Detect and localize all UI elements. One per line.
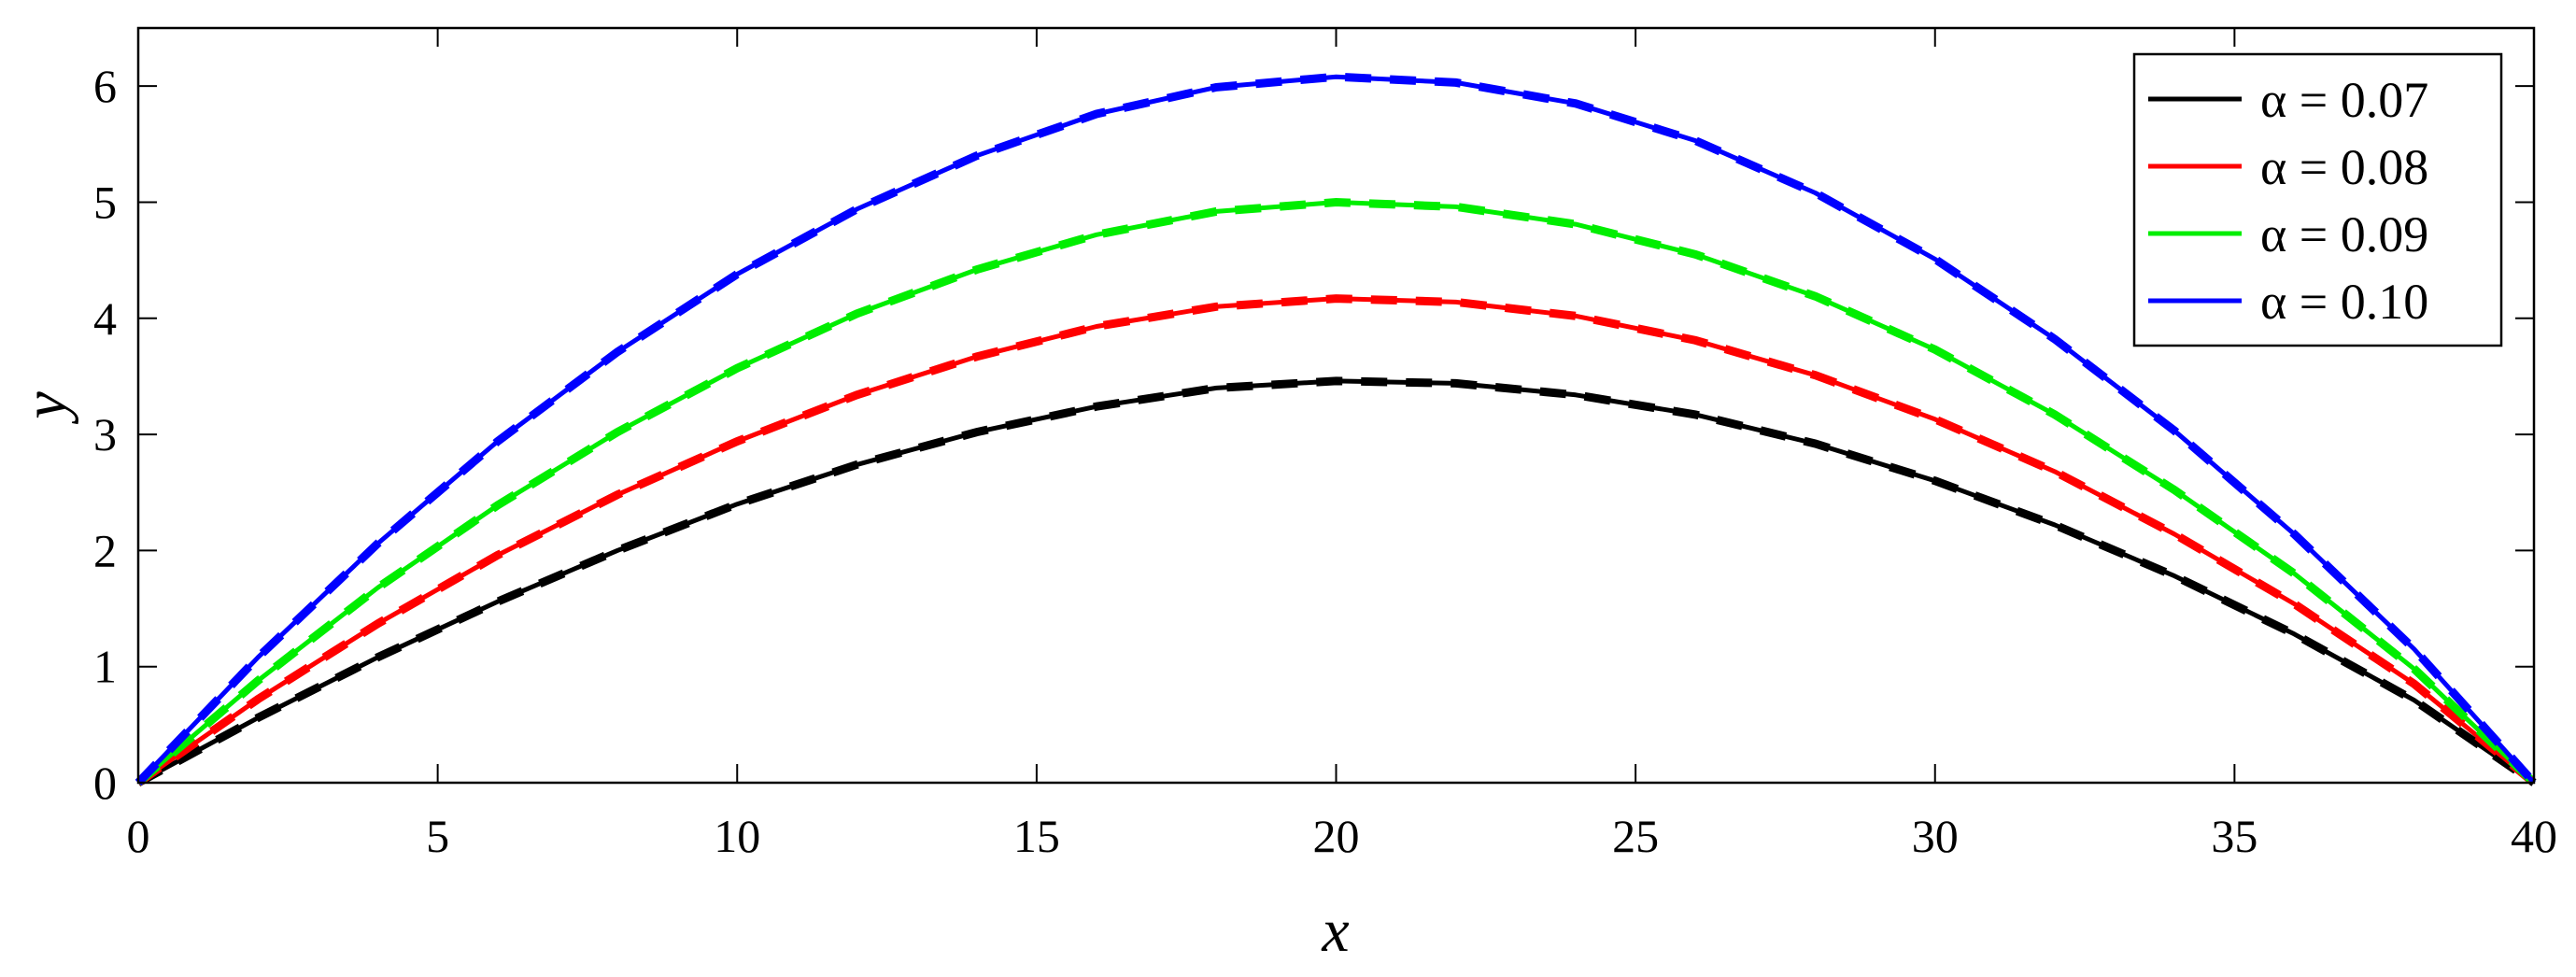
series-dashed-line-4 [134, 72, 2538, 786]
x-tick-label: 35 [2211, 810, 2258, 862]
legend-label-2: α = 0.08 [2260, 139, 2428, 195]
series-dashed-line-2 [135, 294, 2537, 786]
x-tick-label: 30 [1912, 810, 1959, 862]
x-axis-label: x [1321, 897, 1349, 965]
series-dashed-line-3 [135, 197, 2538, 786]
tick-labels: 0 5 10 15 20 25 30 35 40 0 1 2 3 4 5 6 [93, 60, 2557, 862]
plot-frame [136, 26, 2536, 785]
series-dashed-line-1 [135, 376, 2537, 786]
x-tick-label: 15 [1013, 810, 1060, 862]
x-tick-label: 5 [426, 810, 449, 862]
legend-label-1: α = 0.07 [2260, 72, 2428, 128]
y-tick-label: 2 [93, 524, 117, 576]
legend-label-4: α = 0.10 [2260, 274, 2428, 330]
legend-box [2132, 52, 2503, 347]
y-tick-label: 4 [93, 292, 117, 345]
x-tick-label: 40 [2511, 810, 2557, 862]
x-tick-label: 20 [1313, 810, 1360, 862]
x-tick-label: 0 [127, 810, 150, 862]
legend-label-3: α = 0.09 [2260, 206, 2428, 262]
x-tick-label: 10 [714, 810, 760, 862]
y-tick-label: 5 [93, 176, 117, 228]
y-tick-label: 1 [93, 641, 117, 693]
legend: α = 0.07 α = 0.08 α = 0.09 α = 0.10 [2132, 52, 2503, 347]
y-axis-label: y [11, 391, 79, 425]
y-tick-label: 0 [93, 757, 117, 809]
y-tick-label: 6 [93, 60, 117, 112]
x-tick-label: 25 [1612, 810, 1659, 862]
series-layer [134, 72, 2538, 786]
y-tick-label: 3 [93, 408, 117, 460]
